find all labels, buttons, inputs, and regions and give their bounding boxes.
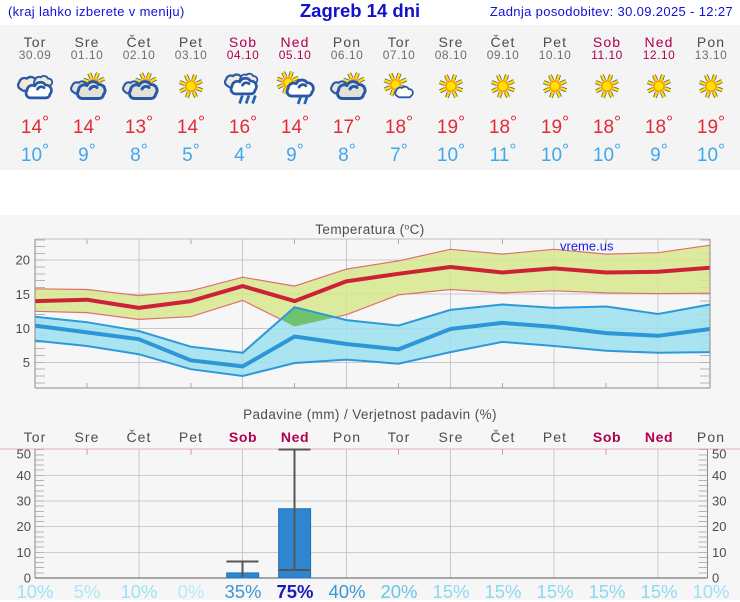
svg-text:5: 5 xyxy=(23,355,30,370)
svg-text:40: 40 xyxy=(712,468,726,483)
svg-text:0: 0 xyxy=(24,571,31,586)
svg-text:Temperatura (oC): Temperatura (oC) xyxy=(315,222,424,238)
svg-text:50: 50 xyxy=(17,447,31,462)
svg-text:0: 0 xyxy=(712,571,719,586)
svg-text:30: 30 xyxy=(712,494,726,509)
svg-text:Padavine (mm) / Verjetnost pad: Padavine (mm) / Verjetnost padavin (%) xyxy=(243,407,497,422)
svg-text:30: 30 xyxy=(17,494,31,509)
svg-text:20: 20 xyxy=(16,253,30,268)
svg-text:10: 10 xyxy=(17,545,31,560)
svg-text:vreme.us: vreme.us xyxy=(560,239,614,254)
svg-text:10: 10 xyxy=(712,545,726,560)
svg-text:20: 20 xyxy=(17,519,31,534)
svg-text:40: 40 xyxy=(17,468,31,483)
svg-text:15: 15 xyxy=(16,287,30,302)
svg-text:50: 50 xyxy=(712,447,726,462)
svg-text:20: 20 xyxy=(712,519,726,534)
svg-text:10: 10 xyxy=(16,321,30,336)
